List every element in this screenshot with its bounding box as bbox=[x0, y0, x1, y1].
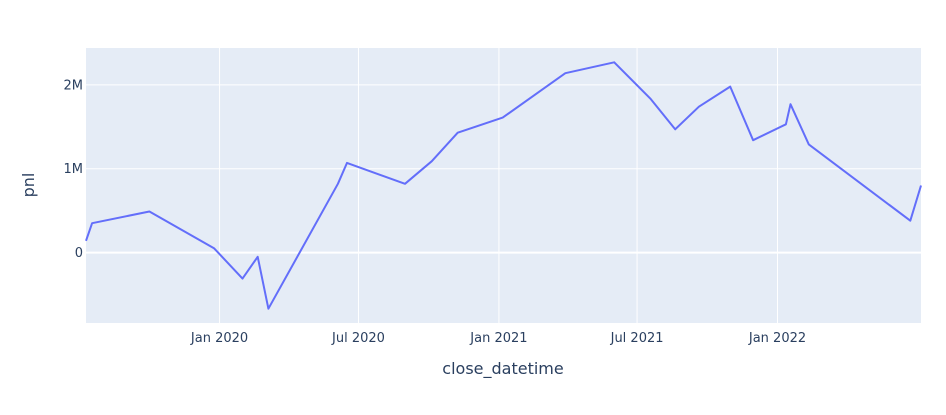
x-axis-title: close_datetime bbox=[442, 359, 563, 379]
x-tick-label: Jan 2021 bbox=[469, 331, 527, 346]
x-tick-label: Jul 2021 bbox=[610, 331, 664, 346]
y-axis-title: pnl bbox=[19, 173, 38, 198]
x-tick-label: Jul 2020 bbox=[331, 331, 385, 346]
y-axis-ticks: 0 1M 2M bbox=[64, 78, 84, 261]
grid bbox=[86, 48, 921, 323]
x-tick-label: Jan 2020 bbox=[190, 331, 248, 346]
y-tick-label: 0 bbox=[75, 246, 83, 261]
plot-area bbox=[86, 48, 921, 323]
x-tick-label: Jan 2022 bbox=[748, 331, 806, 346]
series-line bbox=[85, 61, 922, 310]
y-tick-label: 2M bbox=[64, 78, 84, 93]
y-tick-label: 1M bbox=[64, 162, 84, 177]
x-axis-ticks: Jan 2020 Jul 2020 Jan 2021 Jul 2021 Jan 2022 bbox=[190, 331, 806, 346]
